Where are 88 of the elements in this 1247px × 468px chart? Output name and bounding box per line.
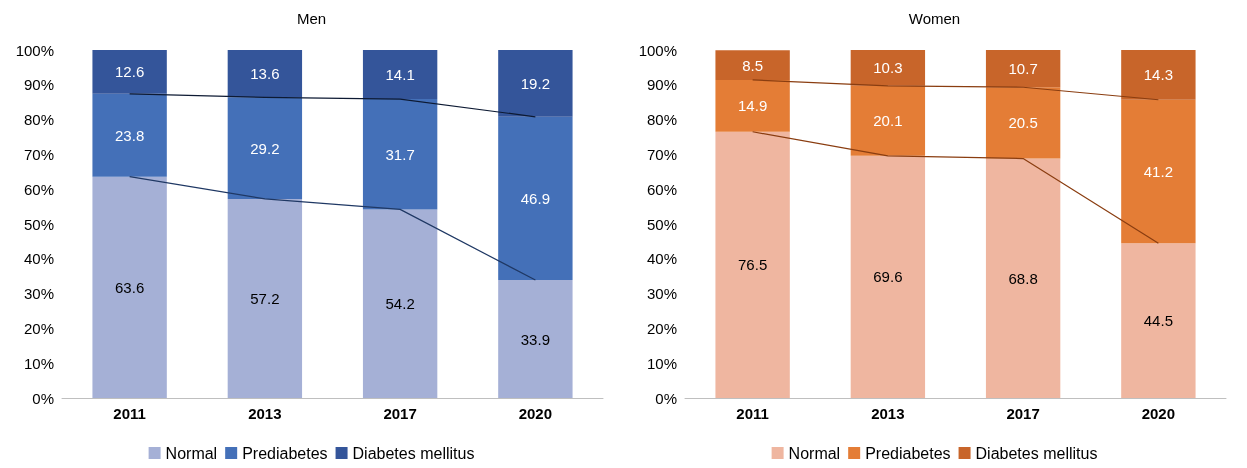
line-series (752, 79, 1159, 101)
legend-label: Prediabetes (242, 444, 328, 462)
data-label: 14.1 (385, 66, 415, 84)
bar (1121, 50, 1196, 100)
y-tick-label: 80% (23, 111, 54, 129)
data-label: 10.3 (873, 59, 903, 77)
data-label: 14.9 (738, 97, 768, 115)
bar (498, 116, 573, 281)
data-label: 76.5 (738, 256, 768, 274)
bar (715, 79, 790, 132)
y-tick-label: 50% (23, 215, 54, 233)
y-tick-label: 10% (646, 354, 677, 372)
y-tick-label: 40% (23, 250, 54, 268)
data-label: 23.8 (115, 126, 145, 144)
y-tick-label: 30% (23, 285, 54, 303)
legend-label: Diabetes mellitus (975, 444, 1098, 462)
y-tick-label: 60% (646, 180, 677, 198)
bar (92, 50, 167, 94)
bar (362, 99, 438, 210)
bar (715, 50, 790, 80)
y-tick-label: 40% (646, 250, 677, 268)
data-label: 63.6 (115, 278, 145, 296)
y-tick-label: 20% (23, 319, 54, 337)
data-label: 29.2 (250, 139, 280, 157)
bar (985, 87, 1061, 159)
y-tick-label: 90% (23, 76, 54, 94)
y-tick-label: 100% (638, 41, 677, 59)
bar (227, 97, 303, 199)
bar (227, 50, 303, 98)
x-tick-label: 2020 (1141, 405, 1176, 422)
y-tick-label: 10% (23, 354, 54, 372)
legend-label: Diabetes mellitus (352, 444, 475, 462)
data-label: 46.9 (520, 189, 550, 207)
data-label: 20.1 (873, 112, 903, 130)
y-tick-label: 100% (15, 41, 54, 59)
data-label: 54.2 (385, 295, 415, 313)
chart-title: Women (908, 10, 961, 27)
bar (498, 280, 573, 398)
x-tick-label: 2011 (113, 405, 146, 422)
y-tick-label: 70% (23, 145, 54, 163)
legend-label: Normal (165, 444, 218, 462)
bar (850, 85, 926, 156)
data-label: 8.5 (742, 56, 764, 74)
bar (715, 131, 790, 398)
x-tick-label: 2017 (1006, 405, 1040, 422)
y-tick-label: 70% (646, 145, 677, 163)
y-tick-label: 30% (646, 285, 677, 303)
x-tick-label: 2020 (518, 405, 553, 422)
line-series (129, 93, 536, 118)
data-label: 13.6 (250, 65, 280, 83)
bar (92, 176, 167, 398)
bar (850, 155, 926, 398)
x-tick-label: 2013 (871, 405, 905, 422)
bar (362, 209, 438, 398)
x-tick-label: 2017 (383, 405, 417, 422)
bar (92, 93, 167, 177)
y-tick-label: 80% (646, 111, 677, 129)
bar (985, 158, 1061, 398)
data-label: 69.6 (873, 268, 903, 286)
legend-label: Prediabetes (865, 444, 951, 462)
x-tick-label: 2013 (248, 405, 282, 422)
bar (227, 198, 303, 398)
data-label: 68.8 (1008, 269, 1038, 287)
x-tick-label: 2011 (736, 405, 769, 422)
y-tick-label: 50% (646, 215, 677, 233)
data-label: 31.7 (385, 145, 415, 163)
bar (1121, 99, 1196, 244)
bar (1121, 243, 1196, 398)
y-tick-label: 60% (23, 180, 54, 198)
bar (850, 50, 926, 86)
y-tick-label: 0% (655, 389, 677, 407)
chart-title: Men (296, 10, 327, 27)
y-tick-label: 0% (32, 389, 54, 407)
data-label: 41.2 (1143, 162, 1173, 180)
y-tick-label: 20% (646, 319, 677, 337)
data-label: 57.2 (250, 289, 280, 307)
data-label: 33.9 (520, 330, 550, 348)
data-label: 12.6 (115, 63, 145, 81)
data-label: 44.5 (1143, 312, 1173, 330)
data-label: 10.7 (1008, 60, 1038, 78)
bar (498, 50, 573, 117)
data-label: 19.2 (520, 74, 550, 92)
y-tick-label: 90% (646, 76, 677, 94)
bar (985, 50, 1061, 88)
bar (362, 50, 438, 100)
data-label: 14.3 (1143, 66, 1173, 84)
legend-label: Normal (788, 444, 841, 462)
data-label: 20.5 (1008, 114, 1038, 132)
